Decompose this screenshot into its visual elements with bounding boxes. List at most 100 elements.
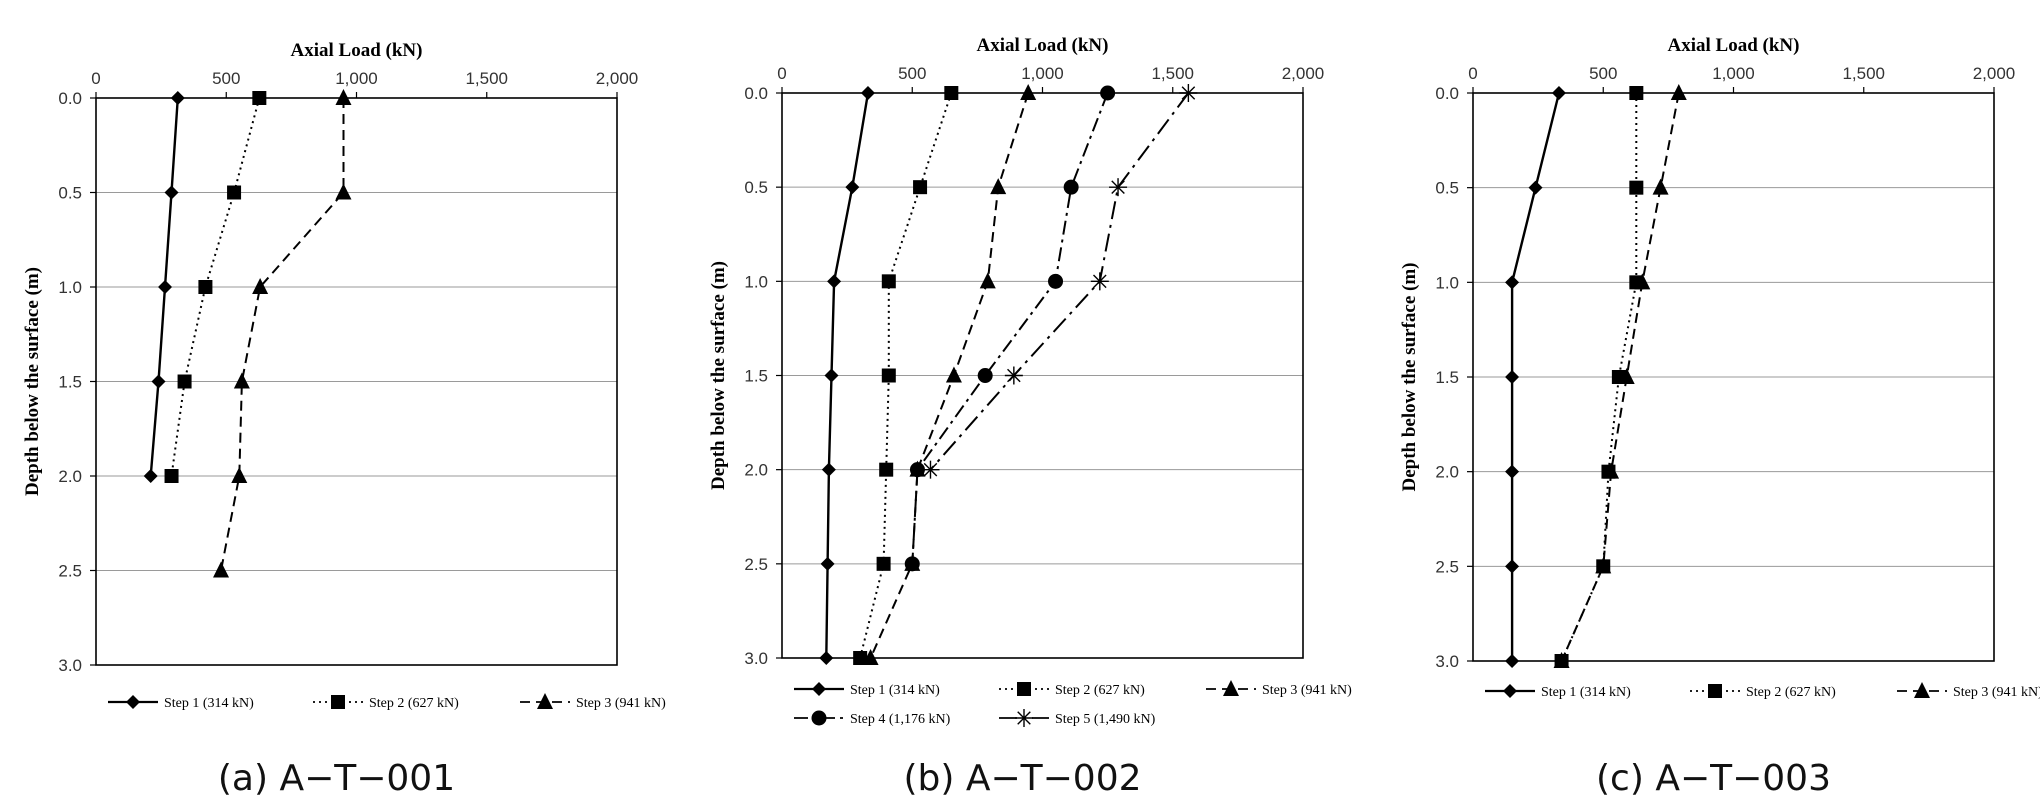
data-point (979, 272, 996, 289)
x-tick-label: 1,500 (1151, 64, 1194, 83)
data-point (853, 651, 868, 665)
data-point (977, 368, 993, 383)
legend-label: Step 2 (627 kN) (369, 696, 459, 711)
series-line (170, 97, 261, 477)
data-point (233, 372, 250, 389)
legend-label: Step 2 (627 kN) (1055, 683, 1145, 698)
data-point (944, 86, 959, 100)
data-point (1505, 370, 1520, 384)
data-point (1629, 180, 1644, 195)
y-tick-label: 1.0 (58, 278, 82, 297)
panel-caption: (b) A−T−002 (903, 758, 1141, 799)
x-tick-label: 500 (898, 64, 926, 83)
x-tick-label: 2,000 (1973, 64, 2016, 83)
y-tick-label: 3.0 (744, 649, 768, 668)
x-tick-label: 500 (212, 69, 240, 88)
series-1 (1505, 86, 1566, 668)
legend-item: Step 3 (941 kN) (1206, 680, 1352, 698)
x-tick-label: 1,500 (465, 69, 508, 88)
legend: Step 1 (314 kN) Step 2 (627 kN) Step 3 (94… (108, 693, 666, 711)
data-point (335, 183, 352, 200)
data-point (990, 178, 1007, 195)
data-point (1505, 654, 1520, 668)
data-point (151, 374, 166, 389)
legend-item: Step 2 (627 kN) (313, 695, 459, 711)
data-point (177, 374, 192, 389)
legend-label: Step 3 (941 kN) (1953, 685, 2040, 700)
data-point (824, 368, 839, 383)
data-point (231, 467, 248, 483)
data-point (1595, 557, 1612, 574)
chart-panel-3: 0 500 1,000 1,500 2,000 0.0 0.5 1.0 1.5 2.0 2.5 3.0… (1399, 35, 2040, 799)
x-axis-title: Axial Load (kN) (1668, 35, 1800, 56)
legend-marker (811, 710, 827, 726)
data-point (1670, 84, 1687, 100)
panel-caption: (a) A−T−001 (218, 758, 455, 799)
x-tick-label: 2,000 (1282, 64, 1325, 83)
series-1 (143, 91, 185, 483)
data-point (335, 89, 352, 105)
x-tick-label: 2,000 (596, 69, 639, 88)
data-point (1109, 178, 1128, 197)
legend-label: Step 1 (314 kN) (1541, 685, 1631, 700)
data-point (860, 86, 875, 100)
data-point (158, 280, 173, 294)
y-tick-label: 2.5 (1435, 557, 1459, 576)
data-point (1090, 272, 1109, 291)
chart-panel-2: 0 500 1,000 1,500 2,000 0.0 0.5 1.0 1.5 2.0 2.5 3.0… (708, 35, 1352, 799)
data-point (821, 462, 836, 477)
legend-label: Step 4 (1,176 kN) (850, 712, 951, 727)
legend-marker (1503, 684, 1517, 698)
legend-marker (812, 682, 826, 696)
data-point (170, 91, 185, 105)
y-tick-label: 0.5 (1435, 179, 1459, 198)
data-point (881, 368, 896, 383)
y-tick-label: 2.0 (58, 467, 82, 486)
x-tick-label: 1,500 (1842, 64, 1885, 83)
data-point (876, 556, 891, 571)
data-point (1004, 366, 1023, 385)
series-3 (213, 89, 352, 578)
data-point (1100, 85, 1116, 101)
series-3 (1553, 84, 1687, 668)
data-point (819, 651, 834, 665)
x-tick-label: 1,000 (1712, 64, 1755, 83)
data-point (1618, 368, 1635, 384)
series-5 (921, 84, 1198, 479)
legend-item: Step 1 (314 kN) (108, 695, 254, 711)
data-point (1528, 180, 1543, 195)
legend-item: Step 2 (627 kN) (999, 682, 1145, 698)
data-point (909, 462, 925, 478)
data-point (879, 462, 894, 477)
series-4 (904, 85, 1116, 572)
legend-label: Step 1 (314 kN) (850, 683, 940, 698)
legend-marker (1708, 684, 1722, 698)
legend-marker (331, 695, 345, 709)
y-tick-label: 3.0 (58, 656, 82, 675)
y-axis-title: Depth below the surface (m) (22, 267, 43, 496)
legend-marker (1914, 682, 1930, 698)
data-point (1020, 84, 1037, 100)
data-point (1551, 86, 1566, 100)
series-1 (819, 86, 875, 665)
data-point (213, 561, 230, 578)
chart-panel-1: 0 500 1,000 1,500 2,000 0.0 0.5 1.0 1.5 2.0 2.5 3.0… (22, 40, 666, 799)
y-tick-label: 2.5 (744, 555, 768, 574)
data-point (904, 556, 920, 572)
data-point (1505, 275, 1520, 290)
y-tick-label: 0.0 (58, 89, 82, 108)
y-axis-title: Depth below the surface (m) (1399, 262, 1420, 491)
data-point (1048, 273, 1064, 289)
y-tick-label: 0.5 (744, 178, 768, 197)
legend-marker (1015, 709, 1033, 727)
legend-item: Step 3 (941 kN) (520, 693, 666, 711)
y-tick-label: 1.5 (58, 373, 82, 392)
data-point (913, 180, 928, 195)
y-tick-label: 3.0 (1435, 652, 1459, 671)
x-axis-title: Axial Load (kN) (977, 35, 1109, 56)
data-point (820, 556, 835, 571)
data-point (164, 469, 179, 483)
data-point (827, 274, 842, 289)
y-tick-label: 1.0 (1435, 273, 1459, 292)
